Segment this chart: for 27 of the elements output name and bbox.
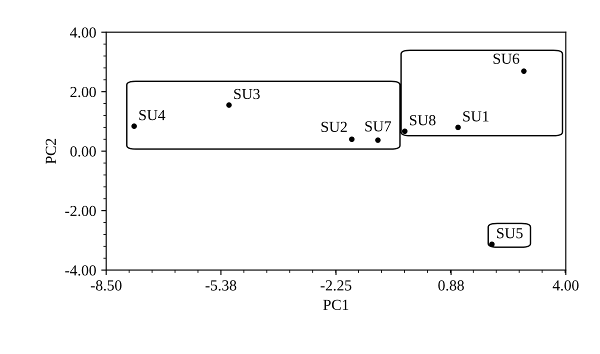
x-tick-label: -2.25: [320, 280, 352, 291]
x-tick-label: -5.38: [206, 280, 236, 291]
y-tick-label: 2.00: [70, 86, 96, 98]
data-label: SU4: [139, 110, 166, 120]
data-label: SU2: [321, 122, 347, 132]
y-tick-label: 4.00: [70, 27, 96, 38]
x-tick-label: 0.88: [438, 280, 464, 291]
data-label: SU5: [497, 228, 523, 238]
point: [402, 128, 408, 134]
y-tick-label: -4.00: [65, 265, 96, 276]
data-label: SU8: [410, 115, 436, 126]
point: [349, 136, 355, 142]
data-label: SU6: [494, 54, 520, 64]
point: [131, 123, 137, 129]
data-label: SU1: [463, 111, 488, 122]
x-tick-label: 4.00: [552, 280, 579, 291]
data-label: SU3: [234, 88, 260, 100]
point: [521, 68, 527, 74]
data-label: SU7: [365, 121, 392, 132]
x-axis-title: PC1: [323, 300, 348, 310]
point: [455, 124, 461, 130]
point: [226, 102, 232, 108]
y-tick-label: -2.00: [65, 206, 96, 216]
y-tick-label: 0.00: [70, 146, 96, 157]
x-tick-label: -8.50: [90, 280, 122, 291]
y-axis-title: PC2: [46, 138, 56, 164]
point: [375, 137, 381, 143]
